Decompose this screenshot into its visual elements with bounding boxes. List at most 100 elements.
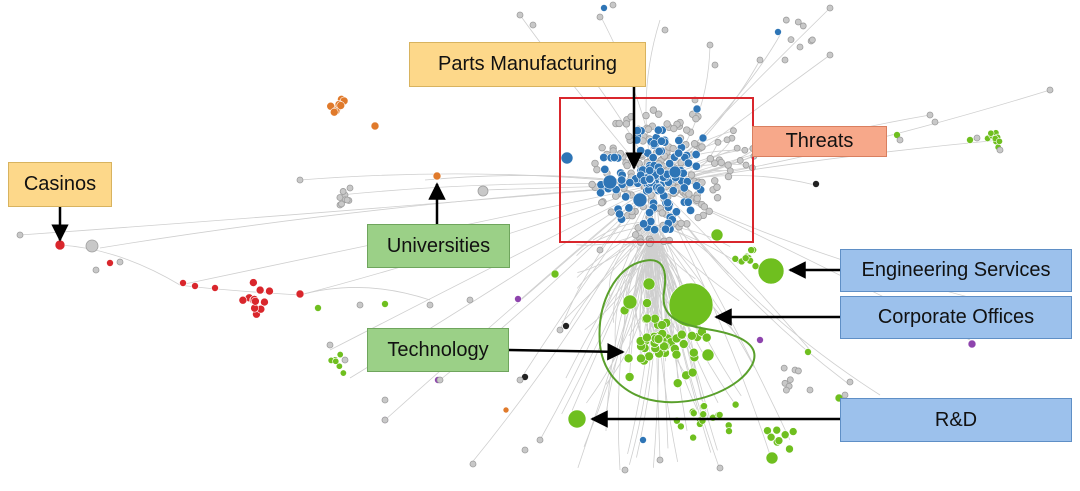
casino-node [211,284,219,292]
technology-node [644,351,654,362]
peripheral-node [931,118,939,126]
threat-node [668,186,678,196]
technology-node [687,330,697,341]
threat-node [736,157,744,164]
graph-edge [19,184,656,236]
engineering-services-node [757,257,785,285]
threat-node [679,183,689,193]
graph-edge [649,239,680,339]
peripheral-node [787,36,795,44]
threat-node [655,166,665,176]
rnd-label: R&D [840,398,1072,442]
threat-node [674,148,684,158]
green-node [314,304,322,312]
threat-node [698,143,706,151]
purple-node [967,339,977,349]
threat-node [600,164,610,174]
technology-node [689,409,698,417]
threat-node [674,136,684,146]
technology-node [700,402,708,410]
technology-node [636,353,646,364]
threat-node [649,106,658,114]
graph-edge [469,184,656,466]
threat-node [692,181,702,191]
peripheral-node [381,396,389,404]
green-node [987,129,995,137]
green-node [339,369,347,377]
peripheral-node [973,134,981,142]
threat-node [656,185,666,195]
threats-highlight-box [559,97,754,243]
technology-node [772,425,782,435]
purple-node [756,336,764,344]
graph-edge [571,224,656,411]
casino-node [238,295,248,305]
graph-edge [561,224,656,415]
threat-node [705,207,713,216]
peripheral-node [477,185,489,197]
threat-node [645,166,655,176]
technology-node [672,378,683,388]
blue-node [698,133,708,143]
threat-node [560,151,574,165]
threat-node [650,225,660,235]
technology-node [657,320,667,330]
technology-node [650,313,660,324]
threat-node [622,120,631,128]
technology-node [642,277,656,291]
peripheral-node [556,326,564,334]
technology-node [659,341,669,352]
peripheral-node [92,266,100,274]
peripheral-node [781,56,789,64]
threat-node [607,208,615,216]
threat-node [648,153,658,163]
peripheral-node [795,367,802,375]
peripheral-node [521,446,529,454]
threat-node [717,158,725,167]
peripheral-node [466,296,474,304]
threat-node [649,139,659,149]
threat-node [596,188,606,198]
technology-node [725,427,733,435]
university-node [336,101,346,110]
technology-node [701,348,715,362]
peripheral-node [469,460,477,468]
blue-node [600,4,608,12]
threat-node [669,144,677,153]
technology-cluster-outline [598,259,756,404]
peripheral-node [426,301,434,309]
peripheral-node [706,41,714,49]
peripheral-node [826,51,834,59]
peripheral-node [756,56,764,64]
threat-node [653,125,663,135]
peripheral-node [356,301,364,309]
universities-label: Universities [367,224,510,268]
peripheral-node [596,13,604,21]
green-node [550,269,560,279]
threat-node [706,154,715,163]
threat-node [658,209,666,217]
threat-node [644,125,653,133]
casino-node [260,297,269,307]
graph-edge [635,239,651,349]
engineering-services-label: Engineering Services [840,249,1072,292]
threat-node [693,194,701,203]
peripheral-node [516,376,524,384]
threat-node [621,192,631,202]
threat-node [670,124,678,133]
peripheral-node [826,4,834,12]
peripheral-node [16,231,24,239]
technology-node [780,430,790,440]
peripheral-node [296,176,304,184]
peripheral-node [796,43,804,51]
parts-manufacturing-label: Parts Manufacturing [409,42,646,87]
technology-node [677,329,687,340]
peripheral-node [661,26,669,34]
peripheral-node [346,184,354,192]
technology-node [689,347,699,358]
graph-edge [654,34,781,186]
technology-node [699,410,708,419]
threat-node [742,161,750,169]
threat-node [663,120,671,128]
peripheral-node [85,239,99,253]
